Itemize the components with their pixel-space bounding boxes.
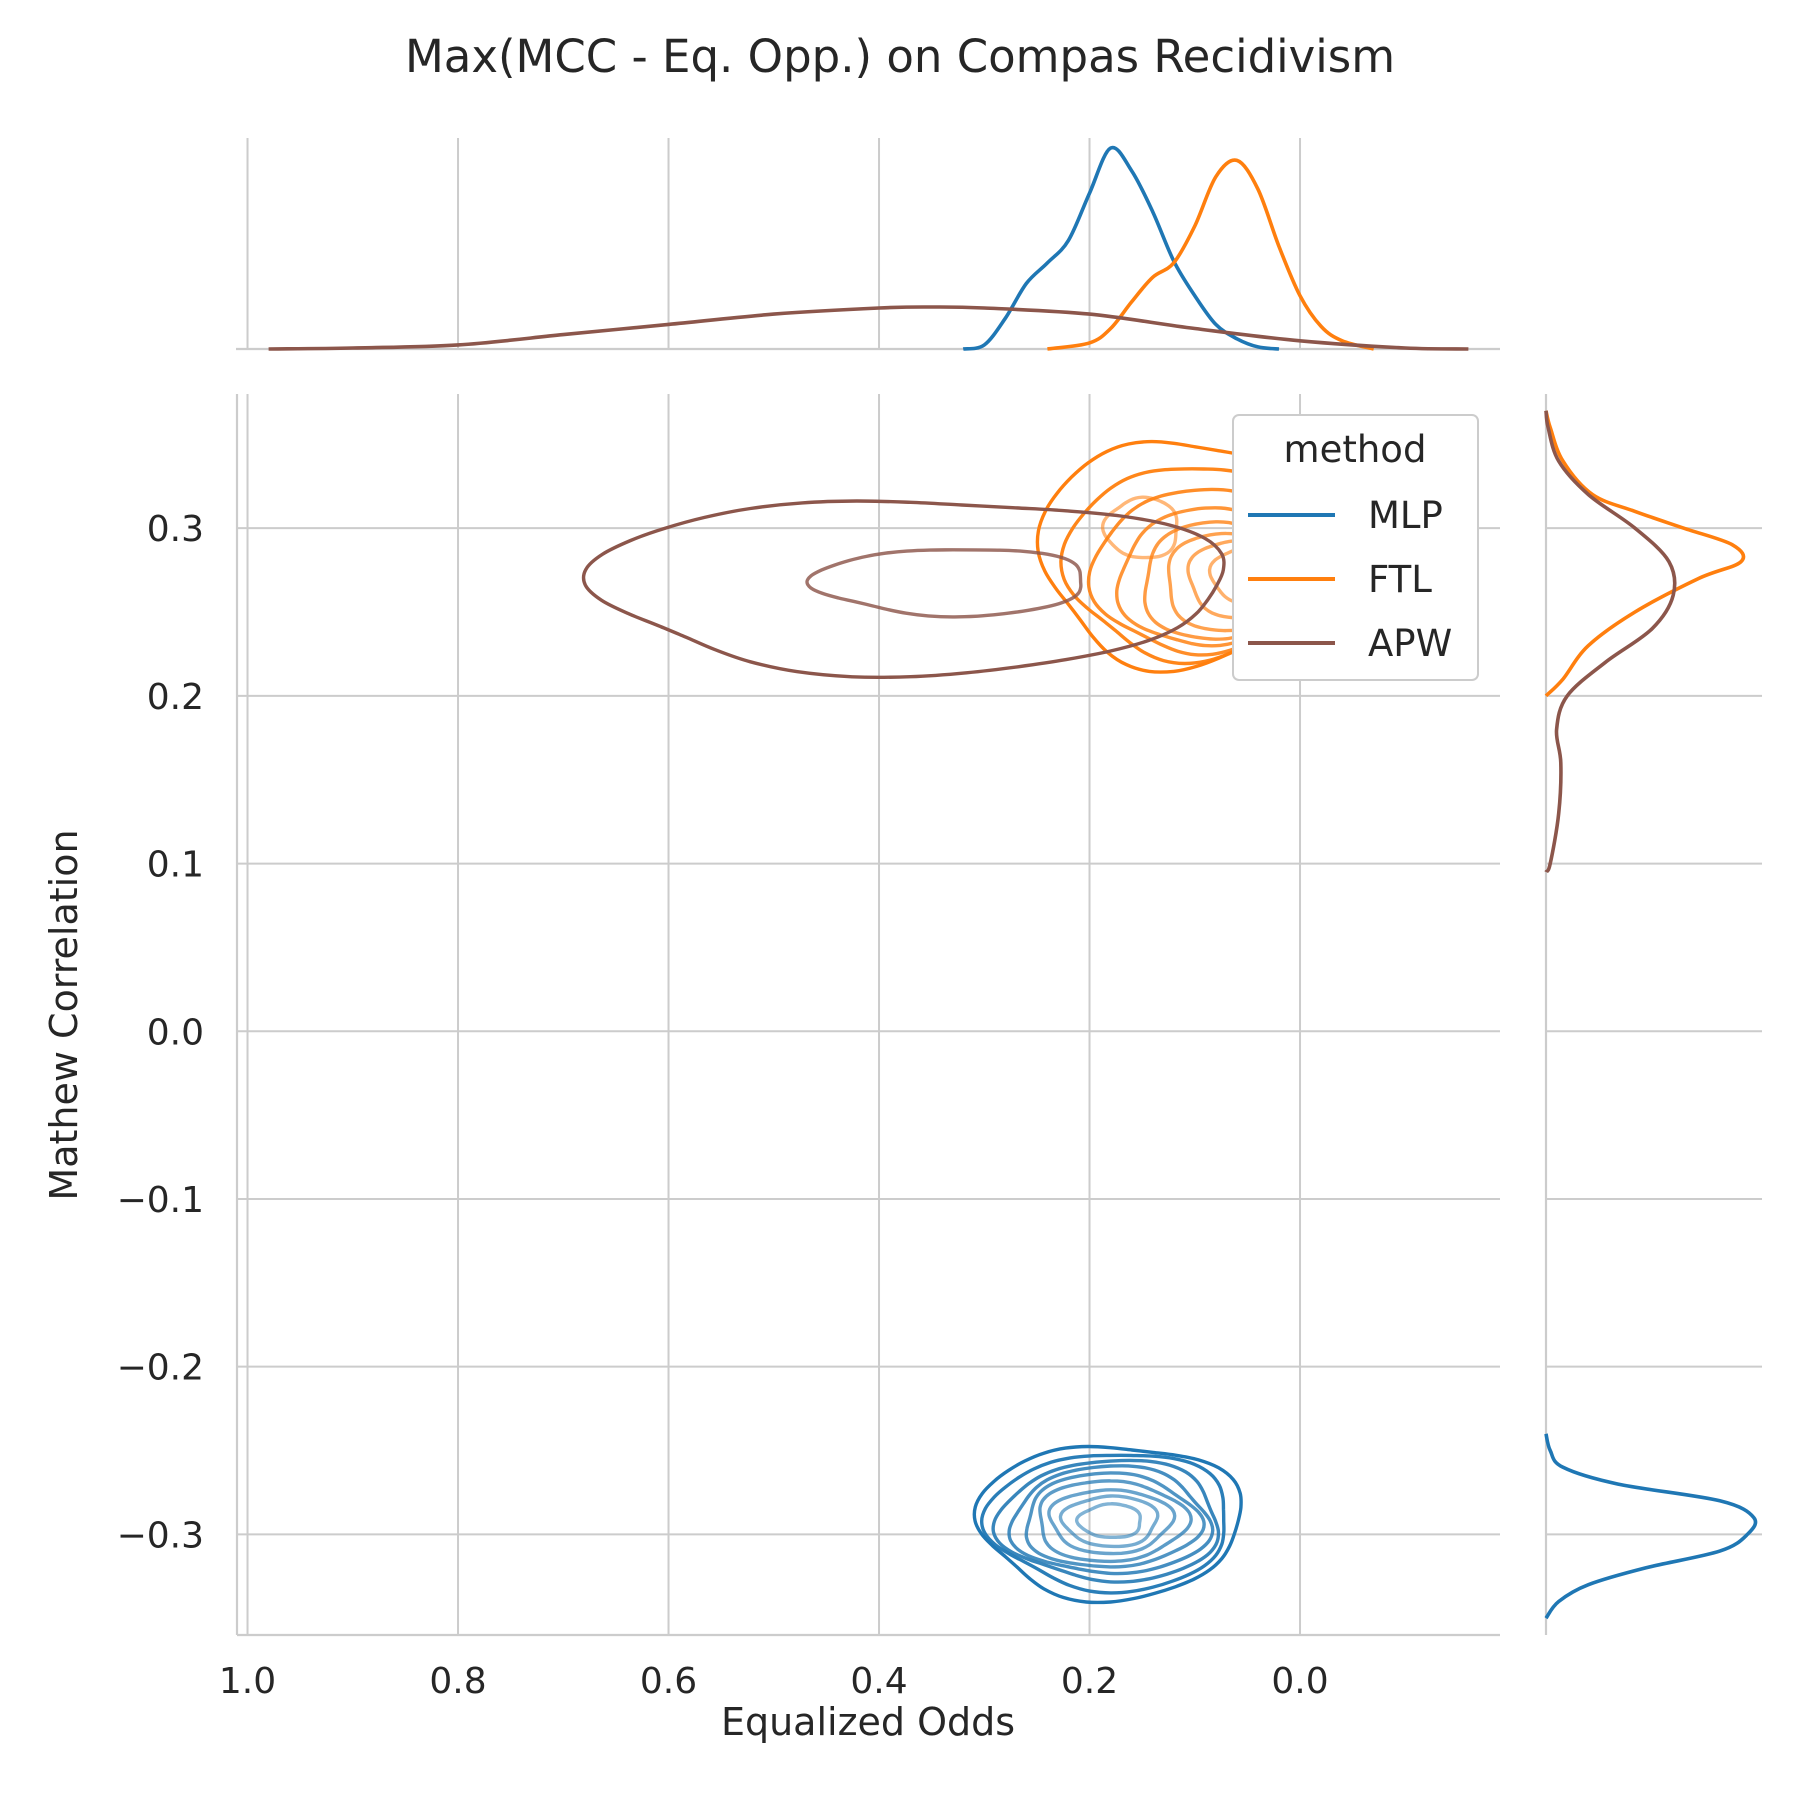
x-tick-label: 0.8: [429, 1661, 486, 1702]
x-tick-label: 0.4: [850, 1661, 907, 1702]
kde-contour-mlp: [1047, 1488, 1177, 1556]
legend-frame: [1232, 414, 1479, 681]
x-marginal-curve-apw: [268, 305, 1469, 351]
kde-contour-mlp: [972, 1444, 1243, 1605]
kde-contour-mlp: [1074, 1502, 1142, 1540]
y-marginal-panel: [1544, 394, 1762, 1635]
kde-contour-mlp: [991, 1458, 1221, 1584]
kde-contour-apw: [805, 548, 1083, 619]
y-tick-label: −0.2: [117, 1348, 204, 1389]
x-marginal-curves: [268, 145, 1469, 351]
kde-contour-apw: [581, 499, 1226, 680]
x-marginal-curve-ftl: [1047, 158, 1375, 351]
y-tick-label: −0.1: [117, 1180, 204, 1221]
x-tick-label: 0.2: [1061, 1661, 1118, 1702]
kde-contour-mlp: [1038, 1479, 1193, 1564]
kde-contours: [581, 439, 1307, 1605]
legend-title: method: [1284, 428, 1427, 471]
joint-plot-panel: 1.0 0.8 0.6 0.4 0.2 0.0 0.3 0.2 0.1 0.0 −0.1 −0.2 −…: [42, 394, 1500, 1744]
legend-label-mlp: MLP: [1368, 494, 1443, 537]
y-marginal-curves: [1544, 410, 1758, 1620]
y-tick-label: 0.2: [147, 677, 204, 718]
y-marginal-curve-apw: [1544, 410, 1677, 874]
y-axis-title: Mathew Correlation: [42, 829, 86, 1200]
legend: method MLP FTL APW: [1232, 414, 1479, 681]
y-marginal-gridlines: [1546, 527, 1762, 1536]
kde-contour-mlp: [1024, 1471, 1206, 1569]
legend-label-apw: APW: [1368, 622, 1452, 665]
y-marginal-curve-mlp: [1544, 1433, 1758, 1620]
kde-contour-mlp: [979, 1453, 1226, 1595]
kde-contour-mlp: [1007, 1464, 1215, 1576]
y-tick-label: 0.1: [147, 845, 204, 886]
chart-title: Max(MCC - Eq. Opp.) on Compas Recidivism: [405, 30, 1395, 83]
kde-contour-mlp: [1058, 1494, 1160, 1549]
x-tick-label: 0.0: [1271, 1661, 1328, 1702]
x-tick-labels: 1.0 0.8 0.6 0.4 0.2 0.0: [219, 1661, 1329, 1702]
legend-items: MLP FTL APW: [1248, 494, 1452, 665]
x-axis-title: Equalized Odds: [721, 1700, 1015, 1744]
x-tick-label: 0.6: [640, 1661, 697, 1702]
y-marginal-curve-ftl: [1544, 410, 1746, 698]
y-tick-label: 0.0: [147, 1012, 204, 1053]
joint-gridlines: [237, 394, 1500, 1635]
y-tick-labels: 0.3 0.2 0.1 0.0 −0.1 −0.2 −0.3: [117, 509, 204, 1556]
legend-label-ftl: FTL: [1368, 558, 1432, 601]
x-marginal-gridlines: [246, 138, 1302, 349]
y-tick-label: −0.3: [117, 1515, 204, 1556]
x-marginal-panel: [236, 138, 1500, 351]
x-tick-label: 1.0: [219, 1661, 276, 1702]
y-tick-label: 0.3: [147, 509, 204, 550]
